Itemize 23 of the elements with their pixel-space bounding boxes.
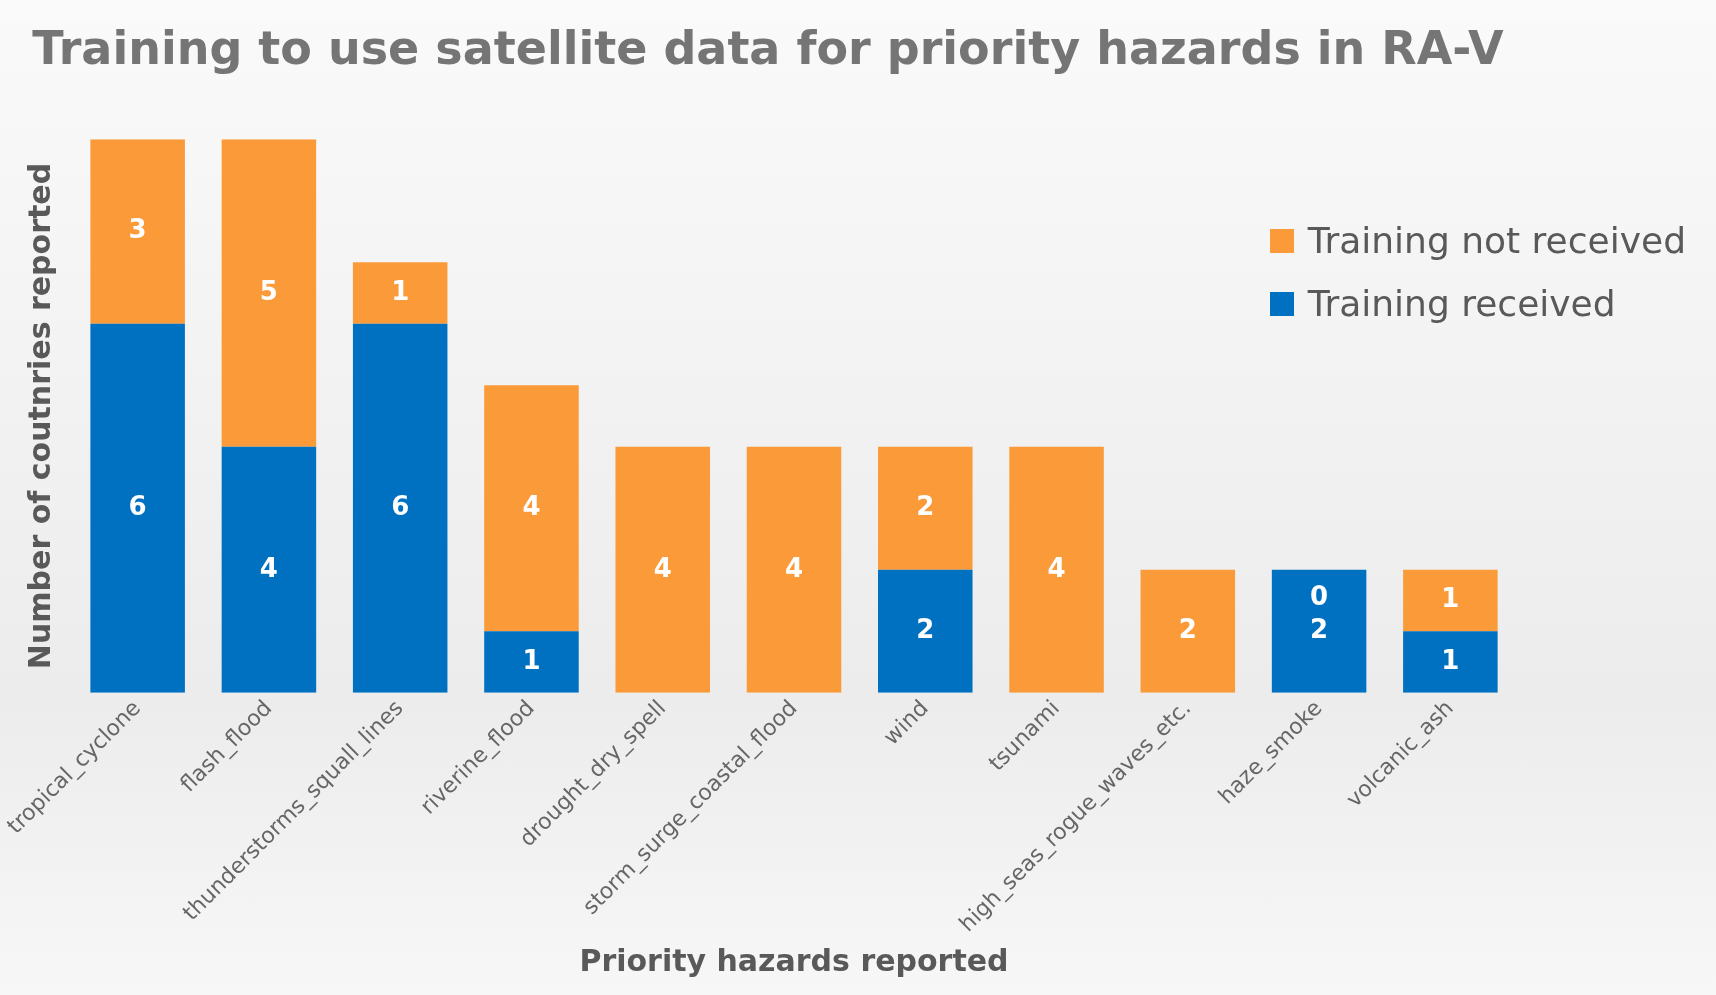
data-label: 4 (259, 552, 278, 583)
data-label: 6 (391, 491, 410, 522)
data-label: 4 (784, 552, 804, 583)
data-label: 0 (1310, 580, 1329, 611)
data-label: 4 (522, 491, 541, 522)
data-label: 1 (1441, 583, 1460, 614)
data-label: 1 (1441, 644, 1460, 675)
y-axis-title: Number of coutnries reported (21, 162, 57, 670)
data-label: 4 (1047, 552, 1066, 583)
data-label: 6 (128, 491, 147, 522)
chart-title: Training to use satellite data for priority hazards in RA-V (32, 20, 1505, 75)
data-label: 4 (653, 552, 672, 583)
data-label: 2 (916, 491, 935, 522)
data-label: 2 (1310, 614, 1329, 645)
legend-label: Training not received (1307, 220, 1686, 261)
data-label: 1 (391, 275, 410, 306)
x-axis-title: Priority hazards reported (579, 942, 1009, 978)
legend-label: Training received (1307, 283, 1616, 324)
data-label: 2 (916, 614, 935, 645)
data-label: 5 (259, 275, 278, 306)
data-label: 1 (522, 644, 541, 675)
data-label: 2 (1178, 614, 1197, 645)
data-label: 3 (128, 214, 147, 245)
